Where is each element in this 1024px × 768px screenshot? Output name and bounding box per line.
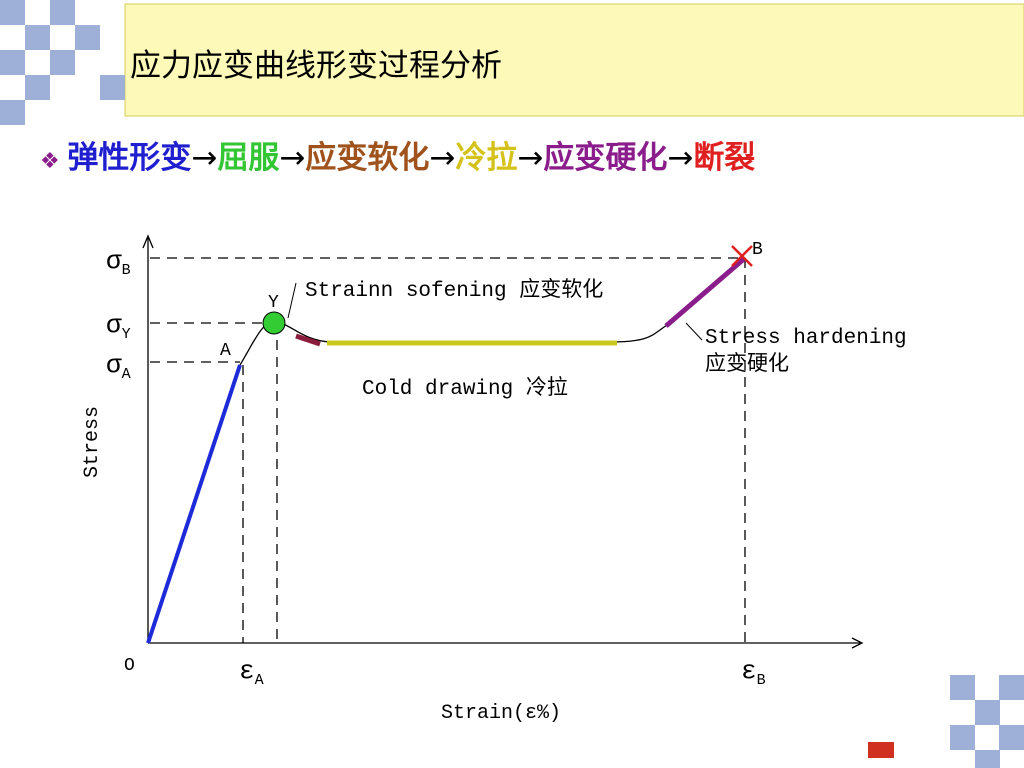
x-axis-label: Strain(ε%)	[441, 702, 561, 725]
origin-label: O	[124, 656, 135, 676]
annotation: Strainn sofening 应变软化	[305, 278, 603, 303]
y-axis-label: Stress	[81, 406, 104, 478]
pointer	[685, 322, 703, 341]
bullet-segment: 应变硬化	[543, 140, 668, 176]
bullet-segment: →	[191, 140, 218, 176]
bullet: ❖ 弹性形变→屈服→应变软化→冷拉→应变硬化→断裂	[40, 140, 756, 176]
bullet-segment: 断裂	[693, 140, 756, 176]
annotation: Stress hardening	[705, 327, 907, 350]
bullet-segment: →	[429, 140, 456, 176]
point-label: B	[752, 240, 763, 260]
fracture-mark	[731, 245, 753, 267]
subscript: A	[122, 366, 131, 383]
subscript: Y	[122, 326, 131, 343]
logo	[868, 742, 894, 758]
bullet-segment: 冷拉	[455, 140, 518, 176]
annotation: Cold drawing 冷拉	[362, 376, 568, 401]
subscript: B	[757, 672, 766, 689]
symbol: σ	[106, 350, 122, 380]
symbol: σ	[106, 310, 122, 340]
elastic-segment	[146, 364, 242, 644]
yield-point	[262, 311, 286, 335]
y-label: σA	[106, 350, 131, 383]
point-label: A	[220, 341, 231, 361]
symbol: ε	[741, 656, 757, 686]
bullet-segment: →	[517, 140, 544, 176]
annotation: 应变硬化	[705, 352, 789, 377]
hardening-segment	[664, 256, 747, 328]
curve	[239, 321, 668, 366]
softening-segment	[295, 333, 321, 347]
guides	[150, 257, 746, 643]
y-label: σY	[106, 310, 131, 343]
film-strip	[124, 3, 1024, 117]
subscript: B	[122, 262, 131, 279]
x-label: εA	[239, 656, 264, 689]
symbol: σ	[106, 246, 122, 276]
x-label: εB	[741, 656, 766, 689]
pointer	[287, 282, 297, 319]
bullet-segment: →	[279, 140, 306, 176]
bullet-segment: →	[667, 140, 694, 176]
arrowheads	[142, 234, 864, 649]
bullet-segment: 应变软化	[305, 140, 430, 176]
symbol: ε	[239, 656, 255, 686]
y-label: σB	[106, 246, 131, 279]
subscript: A	[255, 672, 264, 689]
point-label: Y	[268, 293, 279, 313]
bullet-segment: 弹性形变	[67, 140, 192, 176]
bullet-segment: 屈服	[217, 140, 280, 176]
title: 应力应变曲线形变过程分析	[130, 48, 502, 84]
